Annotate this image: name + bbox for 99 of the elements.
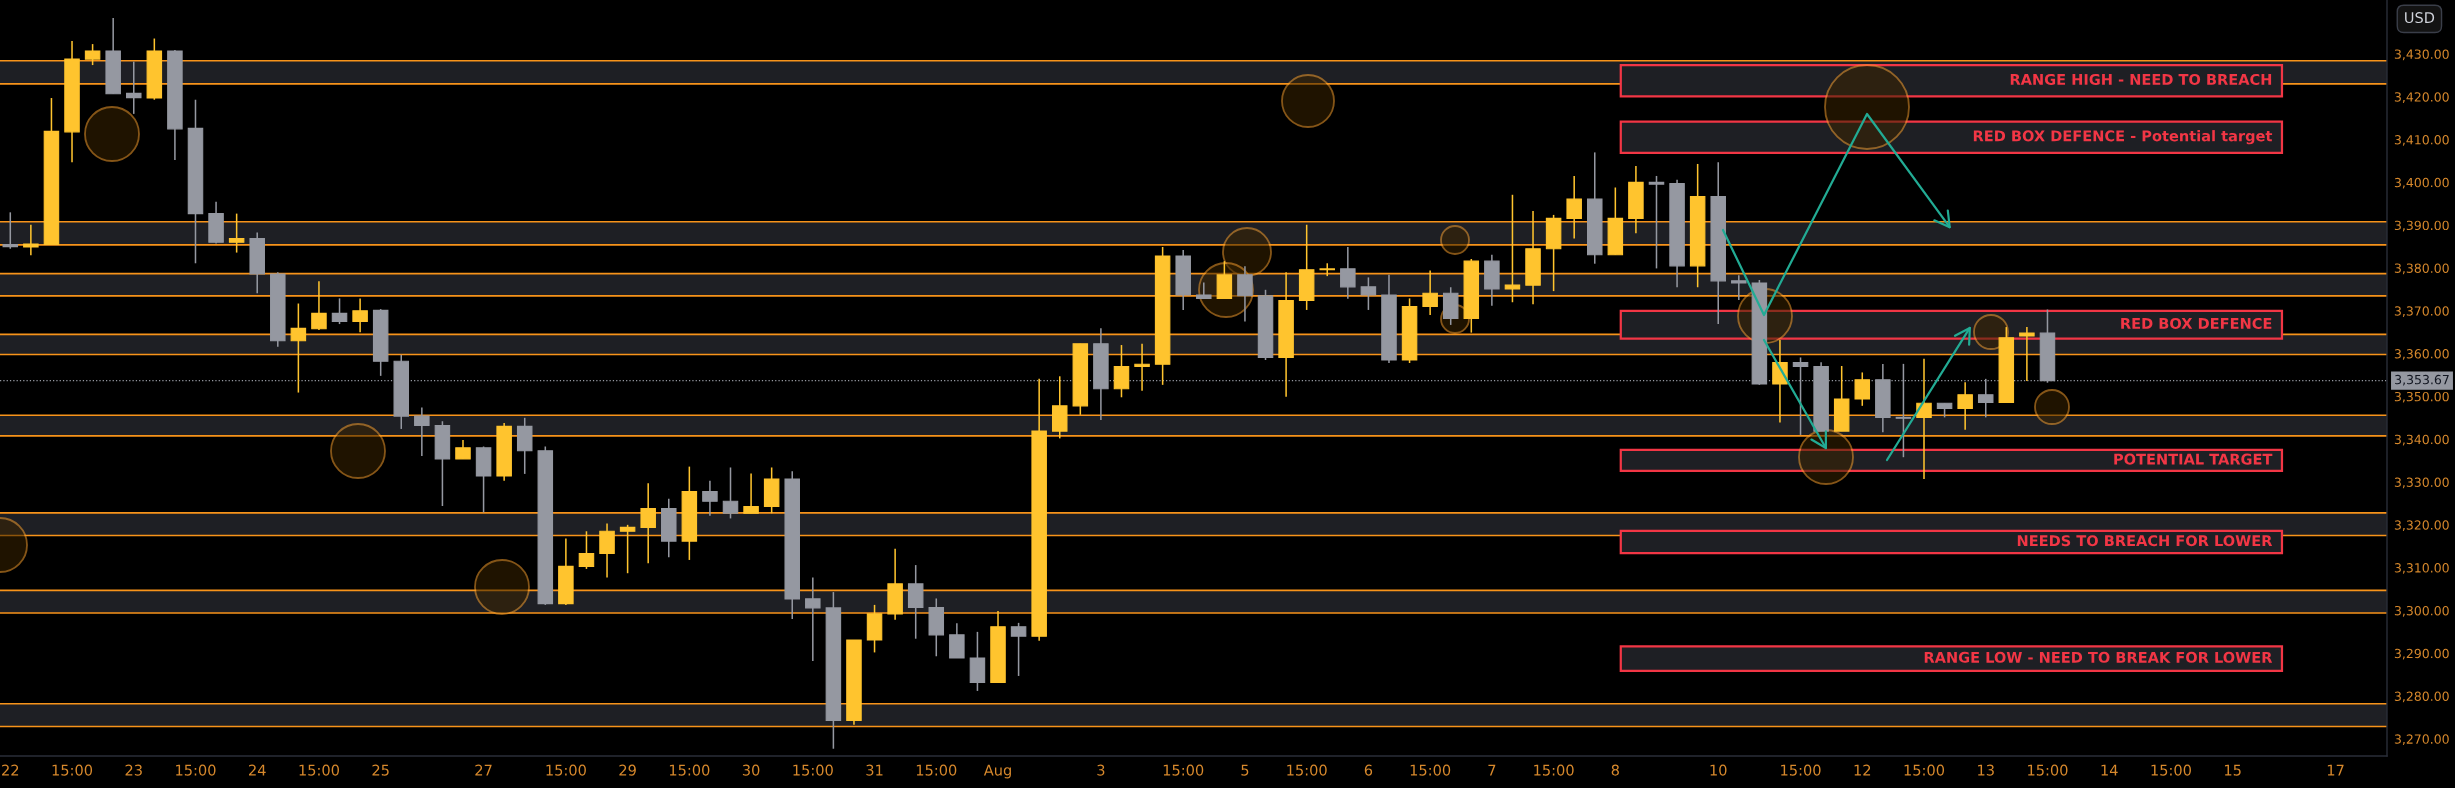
x-tick-label: 22 xyxy=(2,764,19,776)
x-tick-label: 15:00 xyxy=(1163,764,1204,776)
x-tick-label: 29 xyxy=(619,764,636,776)
y-tick-label: 3,310.00 xyxy=(2394,563,2449,574)
y-tick-label: 3,280.00 xyxy=(2394,691,2449,703)
x-tick-label: 7 xyxy=(1488,764,1496,776)
y-tick-label: 3,300.00 xyxy=(2394,605,2449,617)
band-label: RANGE HIGH - NEED TO BREACH xyxy=(2010,73,2272,85)
x-tick-label: 27 xyxy=(475,764,492,776)
candlestick xyxy=(414,406,430,457)
y-tick-label: 3,340.00 xyxy=(2394,434,2449,446)
x-tick-label: 10 xyxy=(1710,764,1727,776)
band-label: NEEDS TO BREACH FOR LOWER xyxy=(2017,535,2273,547)
x-tick-label: 15:00 xyxy=(299,764,339,776)
annotation: USD xyxy=(2405,12,2435,24)
y-tick-label: 3,430.00 xyxy=(2394,49,2449,61)
y-tick-label: 3,290.00 xyxy=(2394,648,2449,660)
x-tick-label: 24 xyxy=(249,764,266,776)
candlestick xyxy=(949,622,965,659)
candlestick xyxy=(722,466,739,520)
x-tick-label: 14 xyxy=(2101,764,2118,776)
x-tick-label: 15:00 xyxy=(669,764,710,776)
candlestick xyxy=(125,60,142,115)
candlestick xyxy=(1957,381,1973,431)
x-tick-label: 12 xyxy=(1854,764,1871,776)
y-tick-label: 3,370.00 xyxy=(2394,306,2449,317)
x-tick-label: 15:00 xyxy=(2028,764,2068,776)
candlestick xyxy=(290,302,307,394)
x-tick-label: 15:00 xyxy=(1904,764,1945,776)
candlestick xyxy=(907,564,924,640)
x-tick-label: 3 xyxy=(1097,764,1105,776)
candlestick xyxy=(1010,622,1027,677)
x-tick-label: 23 xyxy=(125,764,142,776)
candlestick xyxy=(1854,371,1871,407)
candlestick xyxy=(578,530,595,570)
y-tick-label: 3,410.00 xyxy=(2394,135,2449,146)
ref-line-label: 3,353.67 xyxy=(2395,374,2449,386)
x-tick-label: 15:00 xyxy=(1534,764,1574,776)
x-tick-label: Aug xyxy=(983,764,1011,779)
candlestick xyxy=(228,212,245,254)
candlestick xyxy=(2,211,19,250)
candlestick xyxy=(352,297,368,333)
candlestick xyxy=(1340,246,1356,300)
x-tick-label: 15:00 xyxy=(546,764,586,776)
candlestick xyxy=(599,522,615,579)
candlestick xyxy=(311,280,327,331)
candlestick xyxy=(455,439,471,460)
band-label: RANGE LOW - NEED TO BREAK FOR LOWER xyxy=(1924,651,2273,663)
x-tick-label: 6 xyxy=(1364,764,1373,776)
y-tick-label: 3,270.00 xyxy=(2394,734,2449,746)
x-tick-label: 31 xyxy=(866,764,883,776)
candlestick xyxy=(1566,175,1582,240)
x-tick-label: 15:00 xyxy=(176,764,216,776)
candlestick xyxy=(1113,344,1130,399)
candlestick xyxy=(805,576,821,662)
candlestick xyxy=(1504,194,1521,303)
candlestick xyxy=(1134,342,1150,392)
x-tick-label: 5 xyxy=(1241,764,1249,776)
x-tick-label: 30 xyxy=(742,764,760,776)
x-tick-label: 15:00 xyxy=(1781,764,1821,776)
band-label: RED BOX DEFENCE xyxy=(2121,317,2272,329)
candlestick xyxy=(1319,262,1336,277)
candlestick xyxy=(1196,281,1212,300)
candlestick xyxy=(640,482,656,565)
band-label: RED BOX DEFENCE - Potential target xyxy=(1973,130,2273,145)
candlestick xyxy=(743,472,759,515)
candlestick xyxy=(702,479,718,517)
y-tick-label: 3,390.00 xyxy=(2394,220,2449,232)
band-label: POTENTIAL TARGET xyxy=(2114,453,2273,465)
y-tick-label: 3,420.00 xyxy=(2394,92,2449,103)
x-tick-label: 8 xyxy=(1611,764,1619,776)
y-tick-label: 3,320.00 xyxy=(2394,520,2449,532)
candlestick xyxy=(1916,357,1932,480)
x-tick-label: 15:00 xyxy=(1410,764,1451,776)
candlestick xyxy=(1360,276,1377,311)
x-tick-label: 15 xyxy=(2224,764,2241,776)
candlestick xyxy=(2019,326,2035,382)
x-tick-label: 15:00 xyxy=(793,764,833,776)
x-tick-label: 15:00 xyxy=(916,764,957,776)
candlestick xyxy=(331,297,348,325)
x-tick-label: 15:00 xyxy=(1287,764,1327,776)
candlestick xyxy=(84,43,101,66)
y-tick-label: 3,330.00 xyxy=(2394,477,2449,489)
candlestick xyxy=(1731,274,1747,301)
x-tick-label: 15:00 xyxy=(2151,764,2191,776)
y-tick-label: 3,380.00 xyxy=(2394,263,2449,275)
candlestick xyxy=(1237,265,1253,323)
y-tick-label: 3,400.00 xyxy=(2394,177,2449,189)
candlestick xyxy=(1216,260,1233,300)
x-tick-label: 13 xyxy=(1978,764,1994,776)
candlestick xyxy=(619,524,636,574)
y-tick-label: 3,360.00 xyxy=(2394,349,2449,360)
candlestick xyxy=(1648,175,1665,270)
x-tick-label: 25 xyxy=(372,764,389,776)
y-tick-label: 3,350.00 xyxy=(2394,391,2449,403)
x-tick-label: 15:00 xyxy=(52,764,93,776)
x-tick-label: 17 xyxy=(2327,764,2344,776)
candlestick xyxy=(1422,269,1438,316)
candlestick xyxy=(23,223,39,256)
